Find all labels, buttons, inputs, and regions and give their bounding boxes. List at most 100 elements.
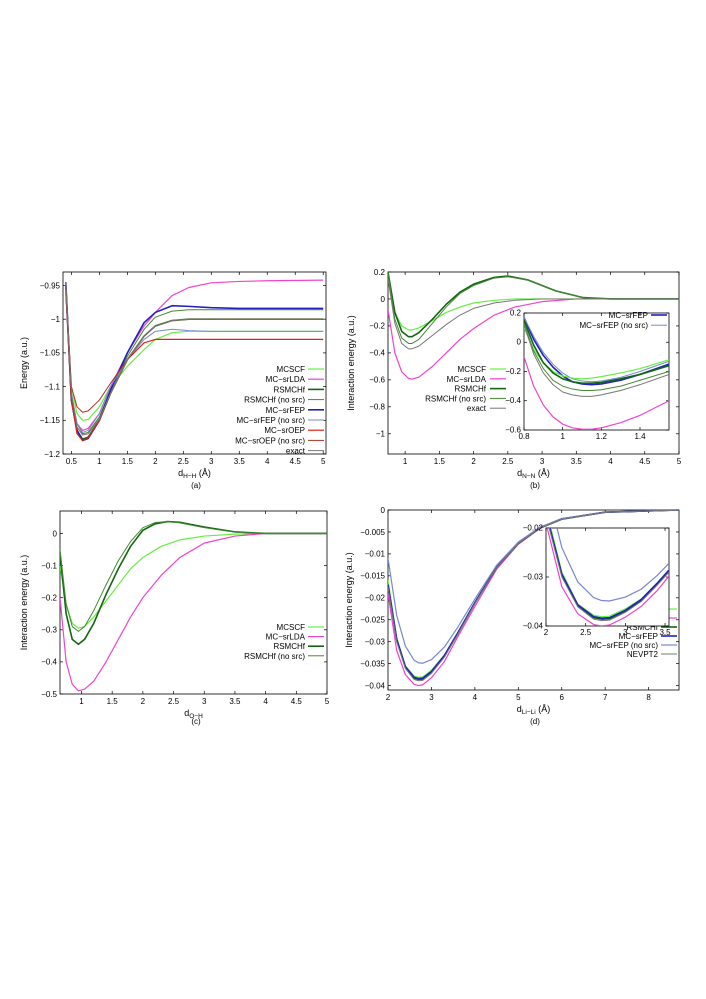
chart-b-y-tick-label: 0	[381, 295, 386, 304]
chart-c-y-tick-label: 0	[53, 529, 58, 538]
chart-c-series-mcscf	[60, 532, 327, 629]
chart-a-legend-label: MC−srOEP (no src)	[235, 436, 305, 445]
chart-d-y-tick-label: −0.04	[365, 681, 386, 690]
chart-d-y-tick-label: −0.005	[360, 528, 385, 537]
chart-b-inset-series-mc-srlda	[524, 356, 669, 430]
chart-d-inset: 2 2.5 3 3.5 −0.02 −0.03 −0.04	[523, 523, 671, 637]
chart-c-legend-label: RSMCHf (no src)	[244, 652, 305, 661]
chart-a-y-tick-label: −1.15	[40, 416, 61, 425]
chart-c-series-rsmchf-no-src	[60, 521, 327, 632]
chart-b-caption: (b)	[530, 481, 540, 490]
chart-c-x-tick-label: 4.5	[291, 697, 303, 706]
chart-d-y-tick-label: −0.035	[360, 659, 385, 668]
chart-d-y-tick-label: −0.015	[360, 572, 385, 581]
chart-b-legend-label: RSMCHf (no src)	[425, 394, 486, 403]
chart-a-caption: (a)	[191, 481, 201, 490]
chart-a-legend-label: MC−srLDA	[266, 375, 306, 384]
chart-c-x-tick-label: 3	[202, 697, 207, 706]
chart-d-y-axis-label: Interaction energy (a.u.)	[344, 552, 354, 648]
chart-b-inset-x-tick-label: 1	[560, 432, 565, 441]
chart-b-series-exact	[388, 278, 679, 350]
chart-b-x-tick-label: 2.5	[502, 457, 514, 466]
chart-a-legend-label: RSMCHf (no src)	[244, 396, 305, 405]
chart-a-series-mc-srfep-no-src	[65, 282, 324, 433]
chart-b-series-rsmchf-no-src	[388, 272, 679, 344]
chart-a-y-tick-label: −1.1	[44, 382, 60, 391]
chart-d-inset-x-tick-label: 3	[623, 628, 628, 637]
chart-b-inset-legend-label: MC−srFEP	[609, 311, 648, 320]
chart-a-series-exact	[65, 285, 324, 436]
chart-b-legend-label: exact	[467, 404, 487, 413]
chart-c-x-tick-label: 1	[79, 697, 84, 706]
chart-c-x-tick-label: 1.5	[107, 697, 119, 706]
chart-b-legend-label: MCSCF	[458, 365, 487, 374]
chart-c-legend-label: MC−srLDA	[266, 633, 306, 642]
chart-d-x-tick-label: 7	[603, 693, 608, 702]
chart-a-y-tick-label: −1	[51, 315, 61, 324]
chart-b-inset-x-tick-label: 0.8	[518, 432, 530, 441]
chart-b-y-axis-label: Interaction energy (a.u.)	[346, 315, 356, 411]
chart-c-y-tick-label: −0.3	[41, 626, 57, 635]
chart-b-legend-label: MC−srLDA	[447, 375, 487, 384]
chart-d-y-tick-label: −0.02	[365, 594, 386, 603]
chart-a-x-tick-label: 5	[321, 457, 326, 466]
chart-b-y-tick-label: −0.6	[369, 376, 385, 385]
chart-a-x-tick-label: 2.5	[178, 457, 190, 466]
chart-b-inset-legend-label: MC−srFEP (no src)	[579, 321, 648, 330]
chart-a-x-tick-label: 1	[97, 457, 102, 466]
chart-b-inset: 0.8 1 1.2 1.4 0.2 0 −0.2 −0.4 −0.6 MC−srFEPMC−srF…	[505, 308, 670, 441]
chart-a-legend-label: exact	[286, 447, 306, 456]
chart-a-legend-label: RSMCHf	[273, 385, 305, 394]
chart-d-y-tick-label: −0.03	[365, 638, 386, 647]
chart-b-legend-label: RSMCHf	[454, 385, 486, 394]
chart-a-x-tick-label: 3.5	[234, 457, 246, 466]
chart-b-inset-x-tick-label: 1.2	[596, 432, 608, 441]
chart-a-legend-label: MC−srFEP	[266, 406, 305, 415]
chart-b-y-tick-label: −0.4	[369, 349, 385, 358]
chart-d-x-tick-label: 6	[560, 693, 565, 702]
chart-d-inset-series-mc-srfep	[548, 528, 669, 619]
chart-b-x-tick-label: 2	[471, 457, 476, 466]
chart-b-inset-series-rsmchf-no-src	[524, 323, 669, 392]
chart-a-legend-label: MCSCF	[277, 365, 306, 374]
chart-b-inset-y-tick-label: −0.2	[505, 367, 521, 376]
chart-b-inset-y-tick-label: 0	[517, 338, 522, 347]
chart-d-inset-series-mc-srlda	[546, 528, 669, 626]
chart-d-x-axis-label: dLi−Li (Å)	[517, 704, 550, 716]
chart-a-x-tick-label: 1.5	[122, 457, 134, 466]
chart-b-inset-series-rsmchf	[524, 320, 669, 384]
chart-a-series-mc-sroep	[65, 285, 324, 442]
chart-c-x-tick-label: 2	[141, 697, 146, 706]
chart-b-x-tick-label: 1.5	[434, 457, 446, 466]
chart-b-y-tick-label: −0.8	[369, 403, 385, 412]
chart-d-caption: (d)	[530, 717, 540, 726]
chart-a-x-tick-label: 0.5	[66, 457, 78, 466]
chart-a-x-tick-label: 3	[209, 457, 214, 466]
chart-b-x-tick-label: 3.5	[571, 457, 583, 466]
chart-a-x-tick-label: 4	[265, 457, 270, 466]
chart-a-series-mc-srlda	[65, 279, 324, 432]
chart-a-x-axis-label: dH−H (Å)	[178, 468, 211, 480]
chart-c-x-tick-label: 4	[263, 697, 268, 706]
chart-b-y-tick-label: −1	[376, 430, 386, 439]
chart-d-inset-y-tick-label: −0.02	[523, 523, 544, 532]
chart-d-legend-label: NEVPT2	[627, 650, 659, 659]
chart-d-inset-y-tick-label: −0.04	[523, 621, 544, 630]
chart-d-series-nevpt2	[388, 510, 679, 682]
chart-a: 0.5 1 1.5 2 2.5 3 3.5 4 4.5 5 −1.2 −1.15 −1.1 −1.05 −1…	[19, 271, 327, 490]
chart-d-y-tick-label: −0.01	[365, 550, 386, 559]
chart-d-x-tick-label: 5	[516, 693, 521, 702]
chart-a-y-axis-label: Energy (a.u.)	[19, 337, 29, 389]
chart-c-y-tick-label: −0.1	[41, 561, 57, 570]
chart-d-series-mc-srfep-no-src	[388, 510, 679, 664]
chart-b-x-tick-label: 4	[608, 457, 613, 466]
chart-c-y-tick-label: −0.2	[41, 593, 57, 602]
chart-d-inset-series-nevpt2	[548, 528, 669, 622]
chart-a-y-tick-label: −0.95	[40, 281, 61, 290]
chart-c-legend-label: RSMCHf	[273, 642, 305, 651]
chart-b-y-tick-label: −0.2	[369, 322, 385, 331]
chart-d-inset-plot-frame	[545, 527, 670, 627]
chart-d-inset-x-tick-label: 3.5	[659, 628, 671, 637]
chart-c-y-tick-label: −0.5	[41, 690, 57, 699]
